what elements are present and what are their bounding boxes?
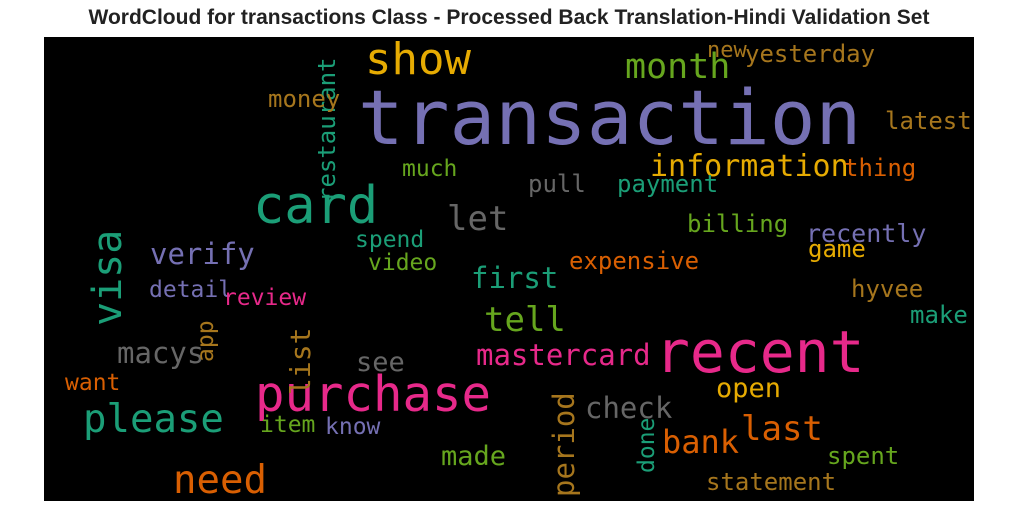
- word-spend: spend: [355, 227, 425, 253]
- word-thing: thing: [844, 154, 917, 182]
- word-month: month: [625, 47, 731, 87]
- word-make: make: [910, 301, 968, 329]
- word-see: see: [356, 347, 405, 378]
- word-new: new: [707, 38, 747, 63]
- word-know: know: [325, 414, 381, 440]
- word-visa: visa: [85, 229, 131, 326]
- word-verify: verify: [150, 237, 255, 271]
- word-first: first: [471, 261, 559, 295]
- word-video: video: [368, 250, 438, 276]
- word-detail: detail: [149, 277, 233, 303]
- word-open: open: [716, 373, 782, 404]
- word-tell: tell: [484, 300, 566, 340]
- word-billing: billing: [687, 210, 789, 238]
- word-macys: macys: [117, 336, 205, 370]
- word-want: want: [65, 370, 121, 396]
- word-hyvee: hyvee: [851, 275, 924, 303]
- word-information: information: [650, 149, 849, 184]
- word-transaction: transaction: [358, 73, 862, 162]
- word-game: game: [808, 235, 866, 263]
- word-made: made: [441, 441, 507, 472]
- word-recent: recent: [655, 318, 865, 386]
- word-check: check: [585, 391, 673, 425]
- chart-title: WordCloud for transactions Class - Proce…: [88, 6, 930, 29]
- word-statement: statement: [706, 468, 837, 496]
- word-expensive: expensive: [569, 247, 700, 275]
- word-period: period: [547, 392, 581, 498]
- word-list: list: [284, 327, 317, 396]
- word-please: please: [83, 397, 224, 442]
- word-done: done: [634, 417, 660, 474]
- wordcloud-canvas: transaction recent card purchase show visa ple…: [44, 37, 974, 501]
- word-purchase: purchase: [255, 366, 492, 423]
- word-app: app: [193, 320, 219, 363]
- word-item: item: [260, 412, 316, 438]
- word-bank: bank: [662, 423, 740, 461]
- word-money: money: [268, 85, 341, 113]
- word-card: card: [253, 176, 379, 236]
- word-need: need: [173, 458, 267, 501]
- word-pull: pull: [528, 170, 586, 198]
- word-latest: latest: [885, 107, 972, 135]
- word-yesterday: yesterday: [745, 40, 876, 68]
- word-recently: recently: [806, 219, 927, 248]
- word-let: let: [447, 199, 509, 239]
- word-spent: spent: [827, 442, 900, 470]
- word-restaurant: restaurant: [313, 57, 341, 203]
- word-review: review: [223, 285, 307, 311]
- word-show: show: [365, 37, 471, 85]
- word-much: much: [402, 156, 458, 182]
- word-last: last: [741, 409, 823, 449]
- word-mastercard: mastercard: [476, 338, 651, 372]
- word-payment: payment: [617, 170, 719, 198]
